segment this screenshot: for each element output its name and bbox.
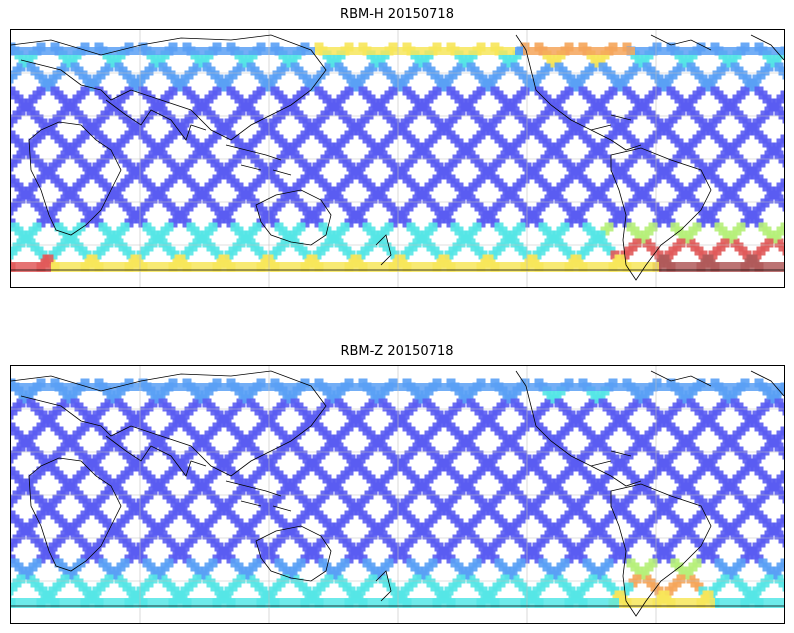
map-canvas-rbm-h <box>11 30 784 287</box>
map-frame-rbm-z <box>10 365 785 624</box>
graticule <box>11 30 784 287</box>
polar-band-layer <box>11 383 784 608</box>
polar-band-layer <box>11 47 784 272</box>
swath-layer <box>11 378 784 608</box>
map-title-rbm-z: RBM-Z 20150718 <box>340 344 454 359</box>
map-frame-rbm-h <box>10 29 785 288</box>
graticule <box>11 366 784 623</box>
coastlines <box>11 370 784 617</box>
map-canvas-rbm-z <box>11 366 784 623</box>
swath-layer <box>11 42 784 272</box>
coastlines <box>11 34 784 281</box>
map-title-rbm-h: RBM-H 20150718 <box>340 7 454 22</box>
